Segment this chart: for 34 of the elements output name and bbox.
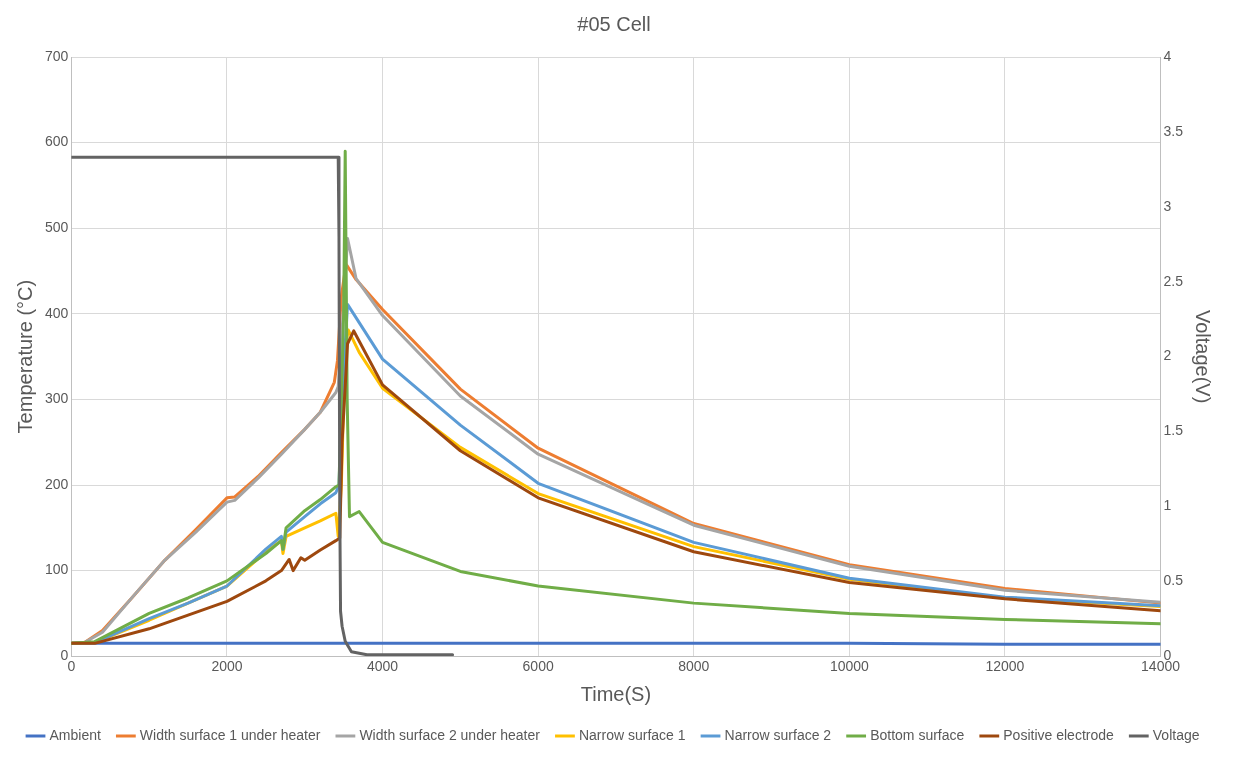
y-tick-label: 0 [60,647,69,664]
y2-tick-label: 1 [1163,497,1172,514]
y-axis-title: Temperature (°C) [13,279,36,434]
legend-label: Positive electrode [1003,726,1114,743]
legend-label: Narrow surface 2 [724,726,832,743]
y2-tick-label: 2.5 [1163,272,1184,289]
legend-label: Voltage [1152,726,1200,743]
y-tick-label: 300 [45,390,69,407]
y2-axis-title: Voltage(V) [1192,309,1215,404]
x-axis-title: Time(S) [580,682,652,705]
y-tick-label: 400 [45,304,69,321]
y2-tick-label: 1.5 [1163,422,1184,439]
y-tick-label: 600 [45,133,69,150]
y2-tick-label: 0.5 [1163,572,1184,589]
legend-label: Narrow surface 1 [578,726,686,743]
x-tick-label: 4000 [366,658,399,675]
x-tick-label: 6000 [522,658,554,675]
legend-label: Width surface 1 under heater [139,726,321,743]
y2-tick-label: 2 [1163,347,1172,364]
chart-title: #05 Cell [577,12,651,35]
y2-tick-label: 4 [1163,47,1172,64]
legend-label: Width surface 2 under heater [359,726,541,743]
legend-label: Bottom surface [870,726,965,743]
x-tick-label: 10000 [829,658,870,675]
legend-label: Ambient [49,726,101,743]
y-tick-label: 200 [45,475,69,492]
y2-tick-label: 3 [1163,197,1172,214]
x-tick-label: 12000 [985,658,1025,675]
x-tick-label: 8000 [678,658,710,675]
y-tick-label: 100 [45,561,69,578]
y-tick-label: 700 [45,47,69,64]
y2-tick-label: 3.5 [1163,122,1184,139]
x-tick-label: 2000 [211,658,243,675]
y-tick-label: 500 [45,219,69,236]
